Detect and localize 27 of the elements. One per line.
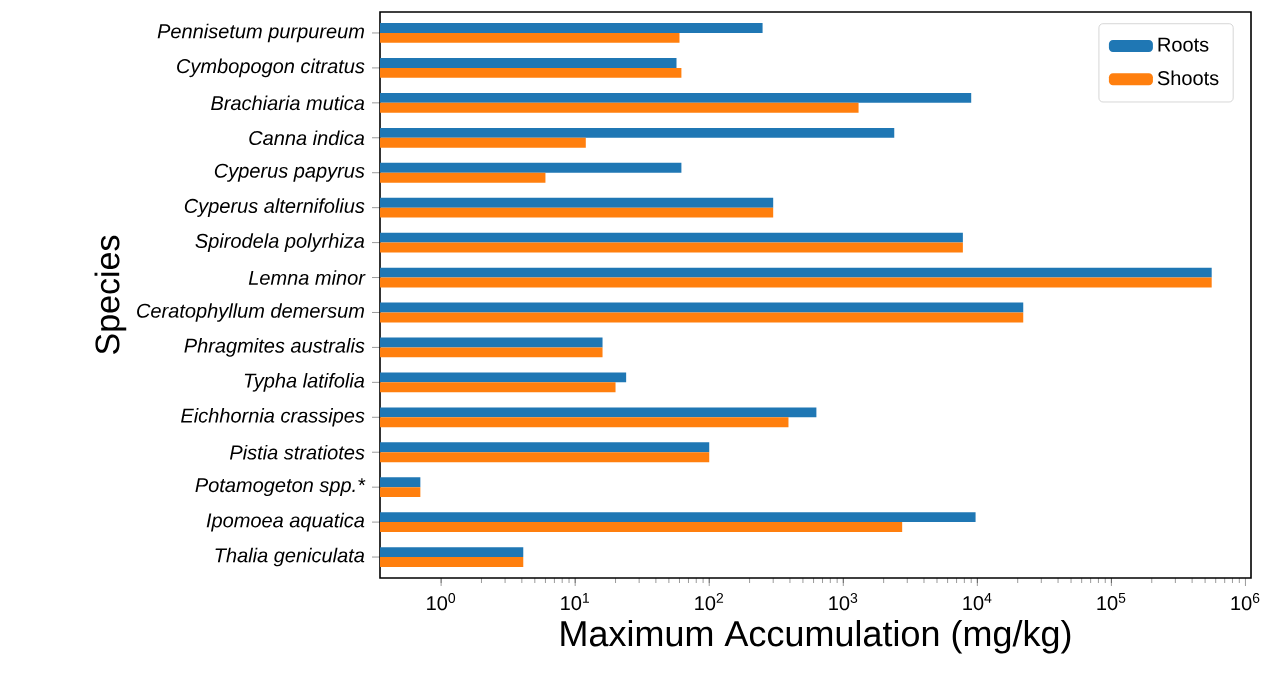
y-tick-label: Potamogeton spp.* <box>195 478 366 497</box>
y-tick-label: Brachiaria mutica <box>211 95 365 111</box>
y-tick-label: Spirodela polyrhiza <box>195 233 365 252</box>
y-tick-label: Cyperus papyrus <box>214 163 365 182</box>
y-tick-label: Thalia geniculata <box>215 547 365 567</box>
y-axis-title: Species <box>94 235 127 354</box>
x-axis-title: Maximum Accumulation (mg/kg) <box>561 620 1071 654</box>
y-tick-label: Lemna minor <box>248 270 366 285</box>
x-tick-label: 10$^{0}$ <box>427 593 456 611</box>
y-tick-label: Phragmites australis <box>184 338 365 357</box>
x-tick-label: 10$^{4}$ <box>963 593 992 611</box>
legend-label: Roots <box>1158 37 1209 52</box>
y-tick-label: Cyperus alternifolius <box>184 198 365 217</box>
y-tick-label: Cymbopogon citratus <box>177 58 365 78</box>
y-tick-label: Ipomoea aquatica <box>206 512 365 532</box>
x-tick-label: 10$^{3}$ <box>829 593 858 611</box>
y-tick-label: Pistia stratiotes <box>229 444 365 460</box>
y-tick-label: Typha latifolia <box>244 373 365 392</box>
y-tick-label: Eichhornia crassipes <box>181 407 365 427</box>
x-tick-label: 10$^{5}$ <box>1097 593 1126 611</box>
y-tick-label: Pennisetum purpureum <box>157 23 364 43</box>
x-tick-label: 10$^{1}$ <box>561 593 589 611</box>
x-tick-label: 10$^{6}$ <box>1231 593 1260 611</box>
y-tick-label: Canna indica <box>249 130 365 146</box>
x-tick-label: 10$^{2}$ <box>695 593 724 611</box>
legend-label: Shoots <box>1157 70 1219 86</box>
y-tick-label: Ceratophyllum demersum <box>137 303 364 322</box>
